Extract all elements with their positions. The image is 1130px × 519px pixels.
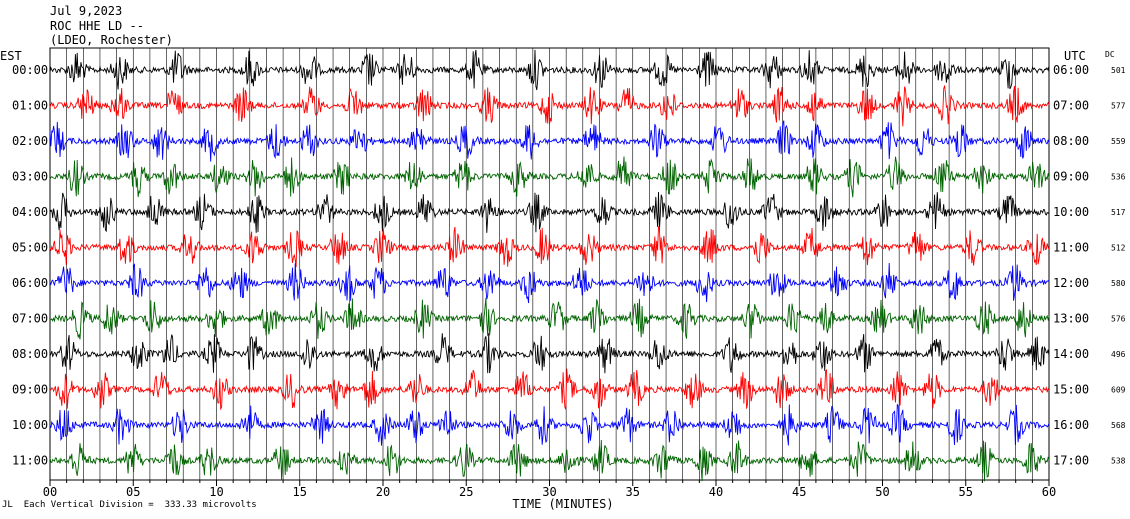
dc-offset-label: 580 [1111, 279, 1126, 288]
utc-time-label: 15:00 [1053, 383, 1089, 397]
x-tick-label: 20 [376, 485, 390, 499]
seismic-trace [49, 333, 1050, 374]
seismic-trace [49, 297, 1050, 340]
seismic-trace [49, 262, 1050, 304]
est-time-label: 01:00 [12, 99, 48, 113]
utc-time-label: 12:00 [1053, 276, 1089, 290]
x-axis-label: TIME (MINUTES) [512, 497, 613, 511]
utc-time-label: 17:00 [1053, 454, 1089, 468]
x-tick-label: 00 [43, 485, 57, 499]
x-tick-label: 05 [126, 485, 140, 499]
scale-footer: JL Each Vertical Division = 333.33 micro… [2, 500, 257, 510]
utc-time-label: 06:00 [1053, 63, 1089, 77]
seismic-trace [49, 85, 1050, 127]
utc-time-label: 13:00 [1053, 312, 1089, 326]
utc-time-label: 08:00 [1053, 134, 1089, 148]
utc-time-label: 09:00 [1053, 170, 1089, 184]
est-time-label: 05:00 [12, 241, 48, 255]
seismic-trace [49, 49, 1050, 91]
dc-offset-label: 512 [1111, 244, 1126, 253]
dc-offset-label: 496 [1111, 350, 1126, 359]
seismic-trace [49, 439, 1050, 482]
est-time-label: 08:00 [12, 347, 48, 361]
est-time-label: 03:00 [12, 170, 48, 184]
dc-column-label: DC [1105, 50, 1115, 59]
dc-offset-label: 576 [1111, 315, 1126, 324]
utc-time-label: 14:00 [1053, 347, 1089, 361]
utc-time-label: 11:00 [1053, 241, 1089, 255]
dc-offset-label: 517 [1111, 208, 1126, 217]
dc-offset-label: 559 [1111, 137, 1126, 146]
utc-time-label: 07:00 [1053, 99, 1089, 113]
utc-time-label: 10:00 [1053, 205, 1089, 219]
x-tick-label: 40 [709, 485, 723, 499]
x-tick-label: 10 [209, 485, 223, 499]
dc-offset-label: 577 [1111, 102, 1126, 111]
est-time-label: 06:00 [12, 276, 48, 290]
x-tick-label: 60 [1042, 485, 1056, 499]
network-name: (LDEO, Rochester) [50, 33, 173, 47]
x-tick-label: 25 [459, 485, 473, 499]
seismic-trace [49, 156, 1050, 198]
seismic-trace [49, 226, 1050, 268]
chart-date: Jul 9,2023 [50, 4, 123, 18]
x-tick-label: 30 [542, 485, 556, 499]
est-time-label: 09:00 [12, 383, 48, 397]
est-axis-label: EST [0, 49, 22, 63]
est-time-label: 00:00 [12, 63, 48, 77]
dc-offset-label: 609 [1111, 386, 1126, 395]
x-tick-label: 55 [959, 485, 973, 499]
est-time-label: 11:00 [12, 454, 48, 468]
seismic-trace [49, 191, 1050, 233]
est-time-label: 10:00 [12, 418, 48, 432]
seismic-trace [49, 403, 1050, 446]
seismic-trace [49, 120, 1050, 162]
dc-offset-label: 568 [1111, 421, 1126, 430]
x-tick-label: 45 [792, 485, 806, 499]
dc-offset-label: 538 [1111, 457, 1126, 466]
dc-offset-label: 536 [1111, 173, 1126, 182]
footer-scale-text: Each Vertical Division = 333.33 microvol… [23, 500, 257, 510]
est-time-label: 07:00 [12, 312, 48, 326]
utc-axis-label: UTC [1064, 49, 1086, 63]
utc-time-label: 16:00 [1053, 418, 1089, 432]
dc-offset-label: 501 [1111, 66, 1126, 75]
footer-mark: JL [2, 500, 13, 510]
station-code: ROC HHE LD -- [50, 19, 144, 33]
x-tick-label: 15 [293, 485, 307, 499]
x-tick-label: 35 [626, 485, 640, 499]
seismic-trace [49, 368, 1050, 411]
est-time-label: 04:00 [12, 205, 48, 219]
est-time-label: 02:00 [12, 134, 48, 148]
x-tick-label: 50 [875, 485, 889, 499]
